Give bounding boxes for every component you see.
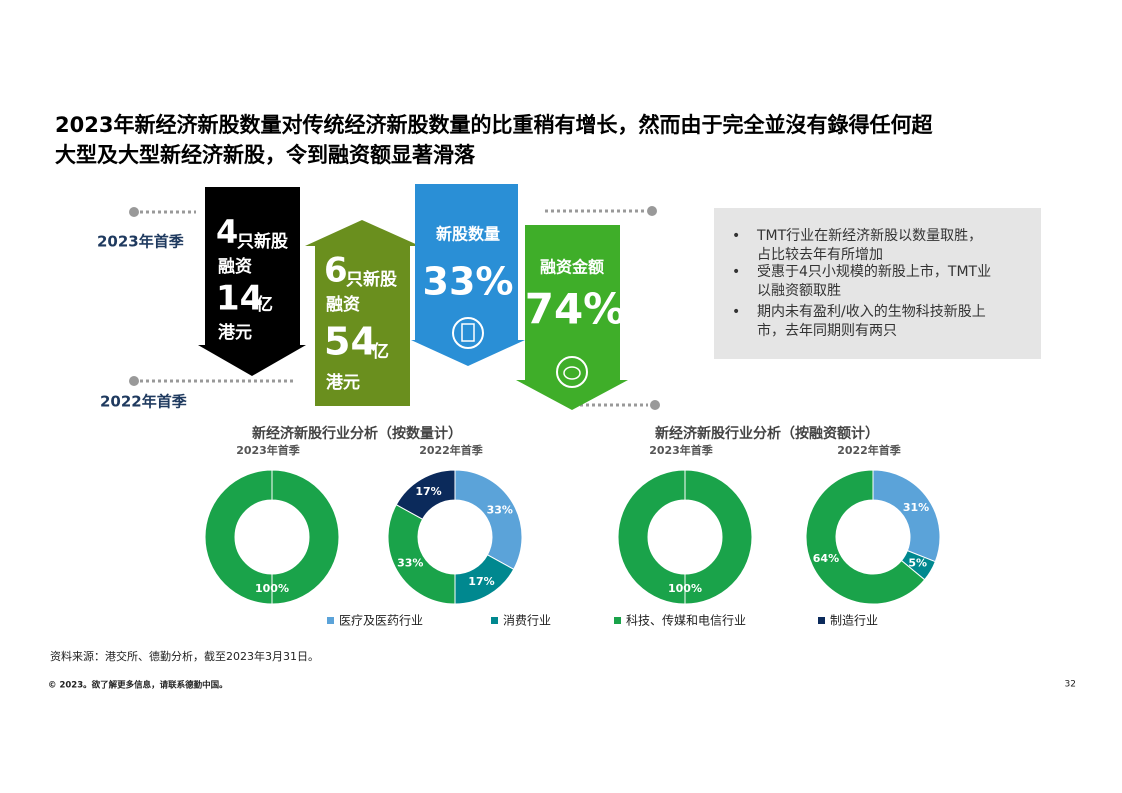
- count-unit: 只新股: [346, 269, 397, 290]
- highlight-label: 新股数量: [436, 225, 500, 244]
- note-line: 受惠于4只小规模的新股上市，TMT业: [757, 263, 991, 280]
- chart-title: 2023年首季: [236, 443, 301, 457]
- arrow-down: [516, 225, 628, 410]
- legend-marker: [614, 617, 621, 624]
- count-unit: 只新股: [237, 231, 288, 252]
- note-line: 期内未有盈利/收入的生物科技新股上: [757, 304, 986, 320]
- note-line: TMT行业在新经济新股以数量取胜，: [756, 228, 982, 244]
- bullet: •: [732, 304, 740, 320]
- legend-marker: [327, 617, 334, 624]
- chart-title: 2023年首季: [649, 443, 714, 457]
- highlight-value: 33%: [423, 260, 514, 304]
- amount-unit: 亿: [256, 294, 273, 315]
- data-label: 5%: [908, 556, 927, 569]
- data-label: 17%: [468, 575, 494, 588]
- period-label: 2022年首季: [100, 393, 187, 411]
- page-number: 32: [1065, 680, 1076, 690]
- amount: 54: [324, 320, 377, 364]
- donut-slice: [395, 469, 456, 520]
- bullet: •: [732, 264, 740, 280]
- arrow-up: [305, 220, 420, 406]
- donut-slice: [617, 469, 753, 605]
- legend-label: 医疗及医药行业: [339, 614, 423, 628]
- donut-slice: [454, 469, 523, 570]
- title-line: 2023年新经济新股数量对传统经济新股数量的比重稍有增长，然而由于完全並沒有錄得…: [55, 113, 933, 137]
- count: 6: [324, 251, 348, 291]
- data-label: 64%: [813, 552, 839, 565]
- legend-label: 制造行业: [830, 614, 878, 628]
- donut-slice: [805, 469, 926, 605]
- footer: © 2023。欲了解更多信息，请联系德勤中国。: [48, 680, 228, 691]
- data-label: 100%: [668, 582, 702, 595]
- amount: 14: [216, 279, 263, 319]
- donut-slice: [204, 469, 340, 605]
- dot: [129, 376, 139, 386]
- chart-group-title: 新经济新股行业分析（按融资额计）: [655, 425, 879, 442]
- note-line: 以融资额取胜: [757, 283, 841, 299]
- legend-label: 消费行业: [503, 614, 551, 628]
- donut-slice: [387, 504, 456, 605]
- label: 融资: [218, 256, 252, 277]
- piggy-icon: [556, 356, 588, 388]
- data-label: 100%: [255, 582, 289, 595]
- dot: [647, 206, 657, 216]
- highlight-label: 融资金额: [540, 258, 604, 277]
- data-label: 33%: [397, 556, 423, 569]
- legend-label: 科技、传媒和电信行业: [626, 613, 746, 628]
- chart-title: 2022年首季: [419, 443, 484, 457]
- timeline: 2023年首季 2022年首季: [97, 206, 660, 411]
- legend-marker: [818, 617, 825, 624]
- calculator-icon: [452, 317, 484, 349]
- bullet: •: [732, 228, 740, 244]
- count: 4: [216, 213, 238, 251]
- note-line: 市，去年同期则有两只: [757, 322, 897, 339]
- amount-unit: 亿: [372, 341, 389, 362]
- source: 资料来源：港交所、德勤分析，截至2023年3月31日。: [50, 649, 319, 663]
- data-label: 17%: [415, 485, 441, 498]
- piggy-icon: [563, 366, 581, 380]
- currency: 港元: [326, 372, 360, 393]
- title-line: 大型及大型新经济新股，令到融资额显著滑落: [55, 143, 476, 167]
- label: 融资: [326, 294, 360, 315]
- dot: [650, 400, 660, 410]
- legend-marker: [491, 617, 498, 624]
- notes-box: [714, 208, 1041, 359]
- note-line: 占比较去年有所增加: [757, 247, 883, 263]
- data-label: 31%: [903, 501, 929, 514]
- calculator-icon: [461, 323, 475, 342]
- arrow-down: [411, 184, 525, 366]
- dot: [129, 207, 139, 217]
- chart-group-title: 新经济新股行业分析（按数量计）: [252, 425, 462, 442]
- data-label: 33%: [487, 504, 513, 517]
- donut-slice: [872, 469, 941, 563]
- highlight-value: 74%: [525, 285, 626, 334]
- currency: 港元: [218, 322, 252, 343]
- period-label: 2023年首季: [97, 233, 184, 251]
- arrow-down: [198, 187, 306, 376]
- chart-title: 2022年首季: [837, 443, 902, 457]
